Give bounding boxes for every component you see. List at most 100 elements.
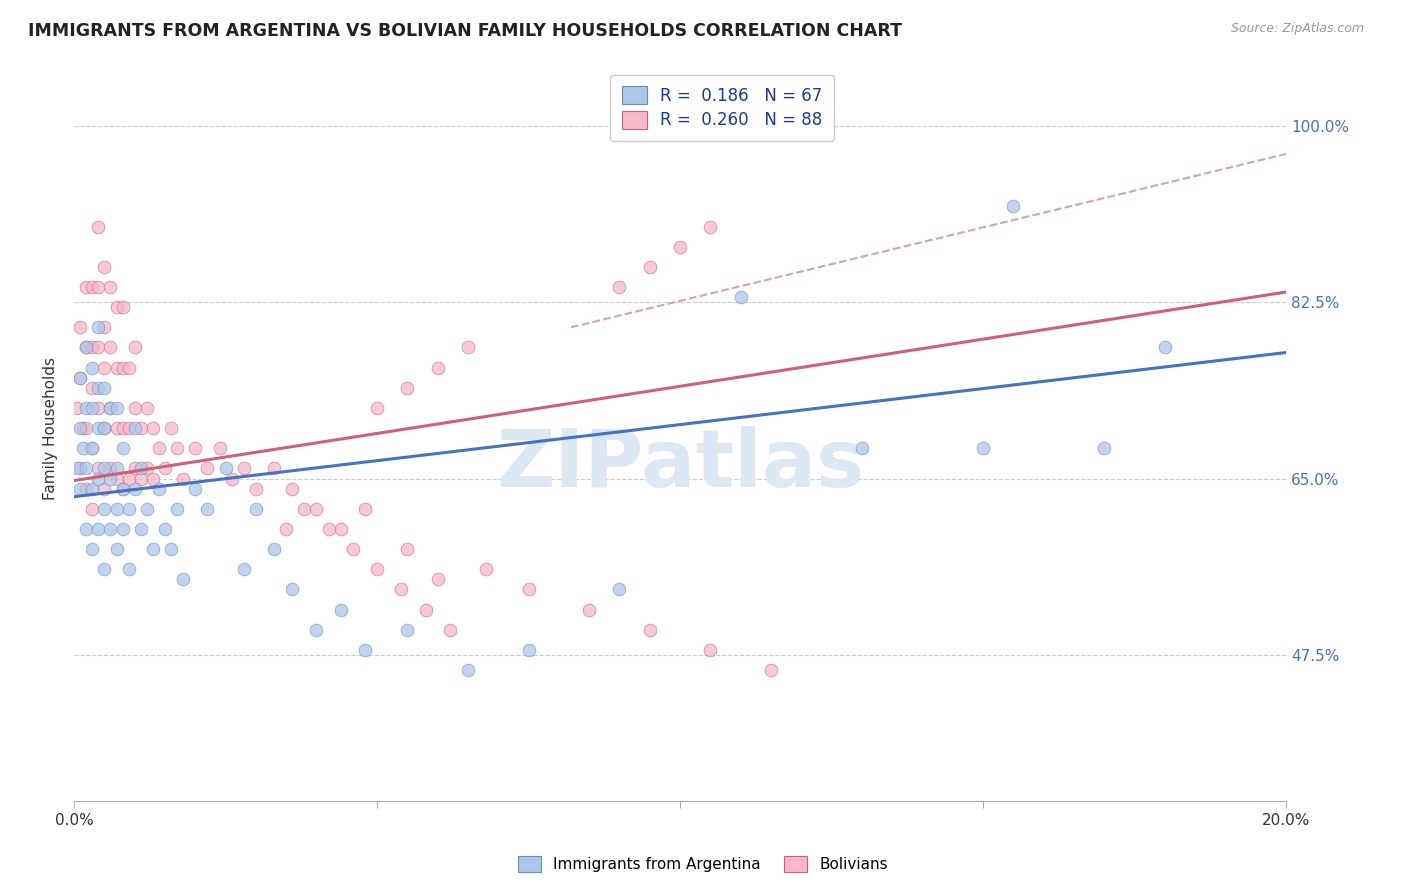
Point <box>135 501 157 516</box>
Point <box>426 360 449 375</box>
Point <box>1153 341 1175 355</box>
Point <box>160 421 183 435</box>
Point <box>105 300 128 314</box>
Point <box>166 501 188 516</box>
Point <box>318 522 340 536</box>
Point <box>638 623 661 637</box>
Point <box>82 381 104 395</box>
Point <box>82 442 104 456</box>
Point <box>153 461 176 475</box>
Point <box>699 643 721 657</box>
Point <box>730 290 752 304</box>
Point <box>87 320 110 334</box>
Point <box>281 582 304 597</box>
Point <box>232 562 254 576</box>
Point <box>415 602 437 616</box>
Point <box>135 401 157 415</box>
Point <box>197 461 219 475</box>
Point <box>93 501 115 516</box>
Point <box>75 280 97 294</box>
Point <box>305 623 328 637</box>
Point <box>82 482 104 496</box>
Point <box>117 562 139 576</box>
Point <box>87 461 110 475</box>
Point <box>100 280 122 294</box>
Point <box>82 280 104 294</box>
Point <box>69 320 91 334</box>
Point <box>124 421 146 435</box>
Point <box>124 341 146 355</box>
Point <box>100 341 122 355</box>
Point <box>82 360 104 375</box>
Point <box>305 501 328 516</box>
Point <box>457 663 479 677</box>
Point <box>142 471 165 485</box>
Point <box>100 461 122 475</box>
Point <box>82 501 104 516</box>
Point <box>396 542 419 557</box>
Y-axis label: Family Households: Family Households <box>44 357 58 500</box>
Point <box>111 482 134 496</box>
Point <box>184 442 207 456</box>
Point <box>276 522 298 536</box>
Point <box>87 280 110 294</box>
Text: Source: ZipAtlas.com: Source: ZipAtlas.com <box>1230 22 1364 36</box>
Point <box>389 582 412 597</box>
Point <box>669 240 692 254</box>
Point <box>354 501 377 516</box>
Point <box>87 381 110 395</box>
Point <box>93 482 115 496</box>
Point <box>93 421 115 435</box>
Point <box>111 360 134 375</box>
Point <box>172 471 194 485</box>
Point <box>111 300 134 314</box>
Point <box>75 421 97 435</box>
Point <box>166 442 188 456</box>
Point <box>426 572 449 586</box>
Point <box>75 522 97 536</box>
Point <box>93 421 115 435</box>
Point <box>75 341 97 355</box>
Point <box>100 471 122 485</box>
Point <box>100 401 122 415</box>
Point <box>105 360 128 375</box>
Point <box>578 602 600 616</box>
Point <box>117 471 139 485</box>
Point <box>72 442 94 456</box>
Point <box>87 522 110 536</box>
Point <box>148 482 170 496</box>
Point <box>609 582 631 597</box>
Point <box>439 623 461 637</box>
Point <box>105 401 128 415</box>
Point <box>354 643 377 657</box>
Point <box>245 501 267 516</box>
Point <box>148 442 170 456</box>
Point <box>184 482 207 496</box>
Point <box>93 320 115 334</box>
Point <box>93 461 115 475</box>
Point <box>153 522 176 536</box>
Point <box>124 482 146 496</box>
Point <box>105 501 128 516</box>
Point <box>329 602 352 616</box>
Point <box>66 401 89 415</box>
Point <box>69 421 91 435</box>
Point <box>263 542 285 557</box>
Point <box>75 401 97 415</box>
Point <box>232 461 254 475</box>
Point <box>75 482 97 496</box>
Point <box>111 522 134 536</box>
Point <box>75 461 97 475</box>
Point <box>82 442 104 456</box>
Point <box>82 401 104 415</box>
Legend: Immigrants from Argentina, Bolivians: Immigrants from Argentina, Bolivians <box>510 848 896 880</box>
Point <box>105 542 128 557</box>
Point <box>111 482 134 496</box>
Point <box>609 280 631 294</box>
Point <box>172 572 194 586</box>
Point <box>851 442 873 456</box>
Point <box>366 562 388 576</box>
Point <box>87 401 110 415</box>
Point <box>972 442 994 456</box>
Point <box>117 501 139 516</box>
